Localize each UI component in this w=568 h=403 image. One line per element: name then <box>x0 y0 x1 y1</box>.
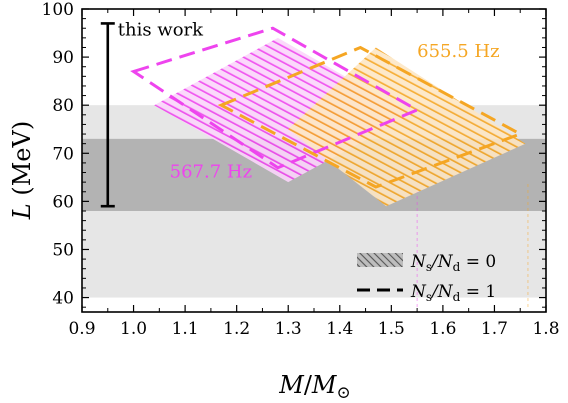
series-labels: 567.7 Hz 655.5 Hz <box>170 41 500 182</box>
x-tick-label: 1.6 <box>429 319 456 339</box>
x-title-sub: ⊙ <box>337 383 351 403</box>
this-work-label: this work <box>118 19 204 40</box>
x-tick-label: 1.3 <box>275 319 302 339</box>
x-tick-label: 1.2 <box>223 319 250 339</box>
x-tick-label: 1.7 <box>481 319 508 339</box>
x-title-main: M <box>278 371 305 399</box>
x-tick-label: 1.0 <box>120 319 147 339</box>
y-tick-label: 80 <box>52 96 74 116</box>
vertical-lines <box>416 182 529 307</box>
legend: Ns/Nd = 0 Ns/Nd = 1 <box>357 252 496 304</box>
x-tick-label: 1.1 <box>172 319 199 339</box>
legend-subscript: s <box>426 290 432 304</box>
y-tick-label: 40 <box>52 289 74 309</box>
this-work-bar: this work <box>100 19 204 208</box>
y-axis-title: L (MeV) <box>8 121 36 220</box>
x-tick-label: 1.5 <box>378 319 405 339</box>
legend-subscript: d <box>453 260 461 274</box>
y-tick-label: 50 <box>52 240 74 260</box>
dashed-region-0 <box>130 26 421 170</box>
y-ticks: 40 50 60 70 80 90 100 <box>42 0 546 309</box>
legend-label-1: Ns/Nd = 1 <box>410 282 496 304</box>
x-ticks: 0.9 1.0 1.1 1.2 1.3 1.4 1.5 1.6 1.7 1.8 <box>68 9 560 339</box>
x-tick-label: 1.8 <box>532 319 559 339</box>
dashed-region-1 <box>217 45 524 189</box>
y-tick-label: 100 <box>42 0 74 20</box>
hatched-region-1 <box>288 47 526 207</box>
x-tick-label: 0.9 <box>68 319 95 339</box>
legend-subscript: s <box>426 260 432 274</box>
y-tick-label: 60 <box>52 192 74 212</box>
y-tick-label: 70 <box>52 144 74 164</box>
legend-swatch-hatched <box>357 253 403 267</box>
series-label-1: 655.5 Hz <box>417 41 499 62</box>
legend-subscript: d <box>453 290 461 304</box>
x-axis-title: M/M⊙ <box>278 371 351 403</box>
x-tick-label: 1.4 <box>326 319 353 339</box>
y-tick-label: 90 <box>52 48 74 68</box>
regions <box>130 26 526 207</box>
series-label-0: 567.7 Hz <box>170 161 252 182</box>
legend-label-0: Ns/Nd = 0 <box>410 252 496 274</box>
